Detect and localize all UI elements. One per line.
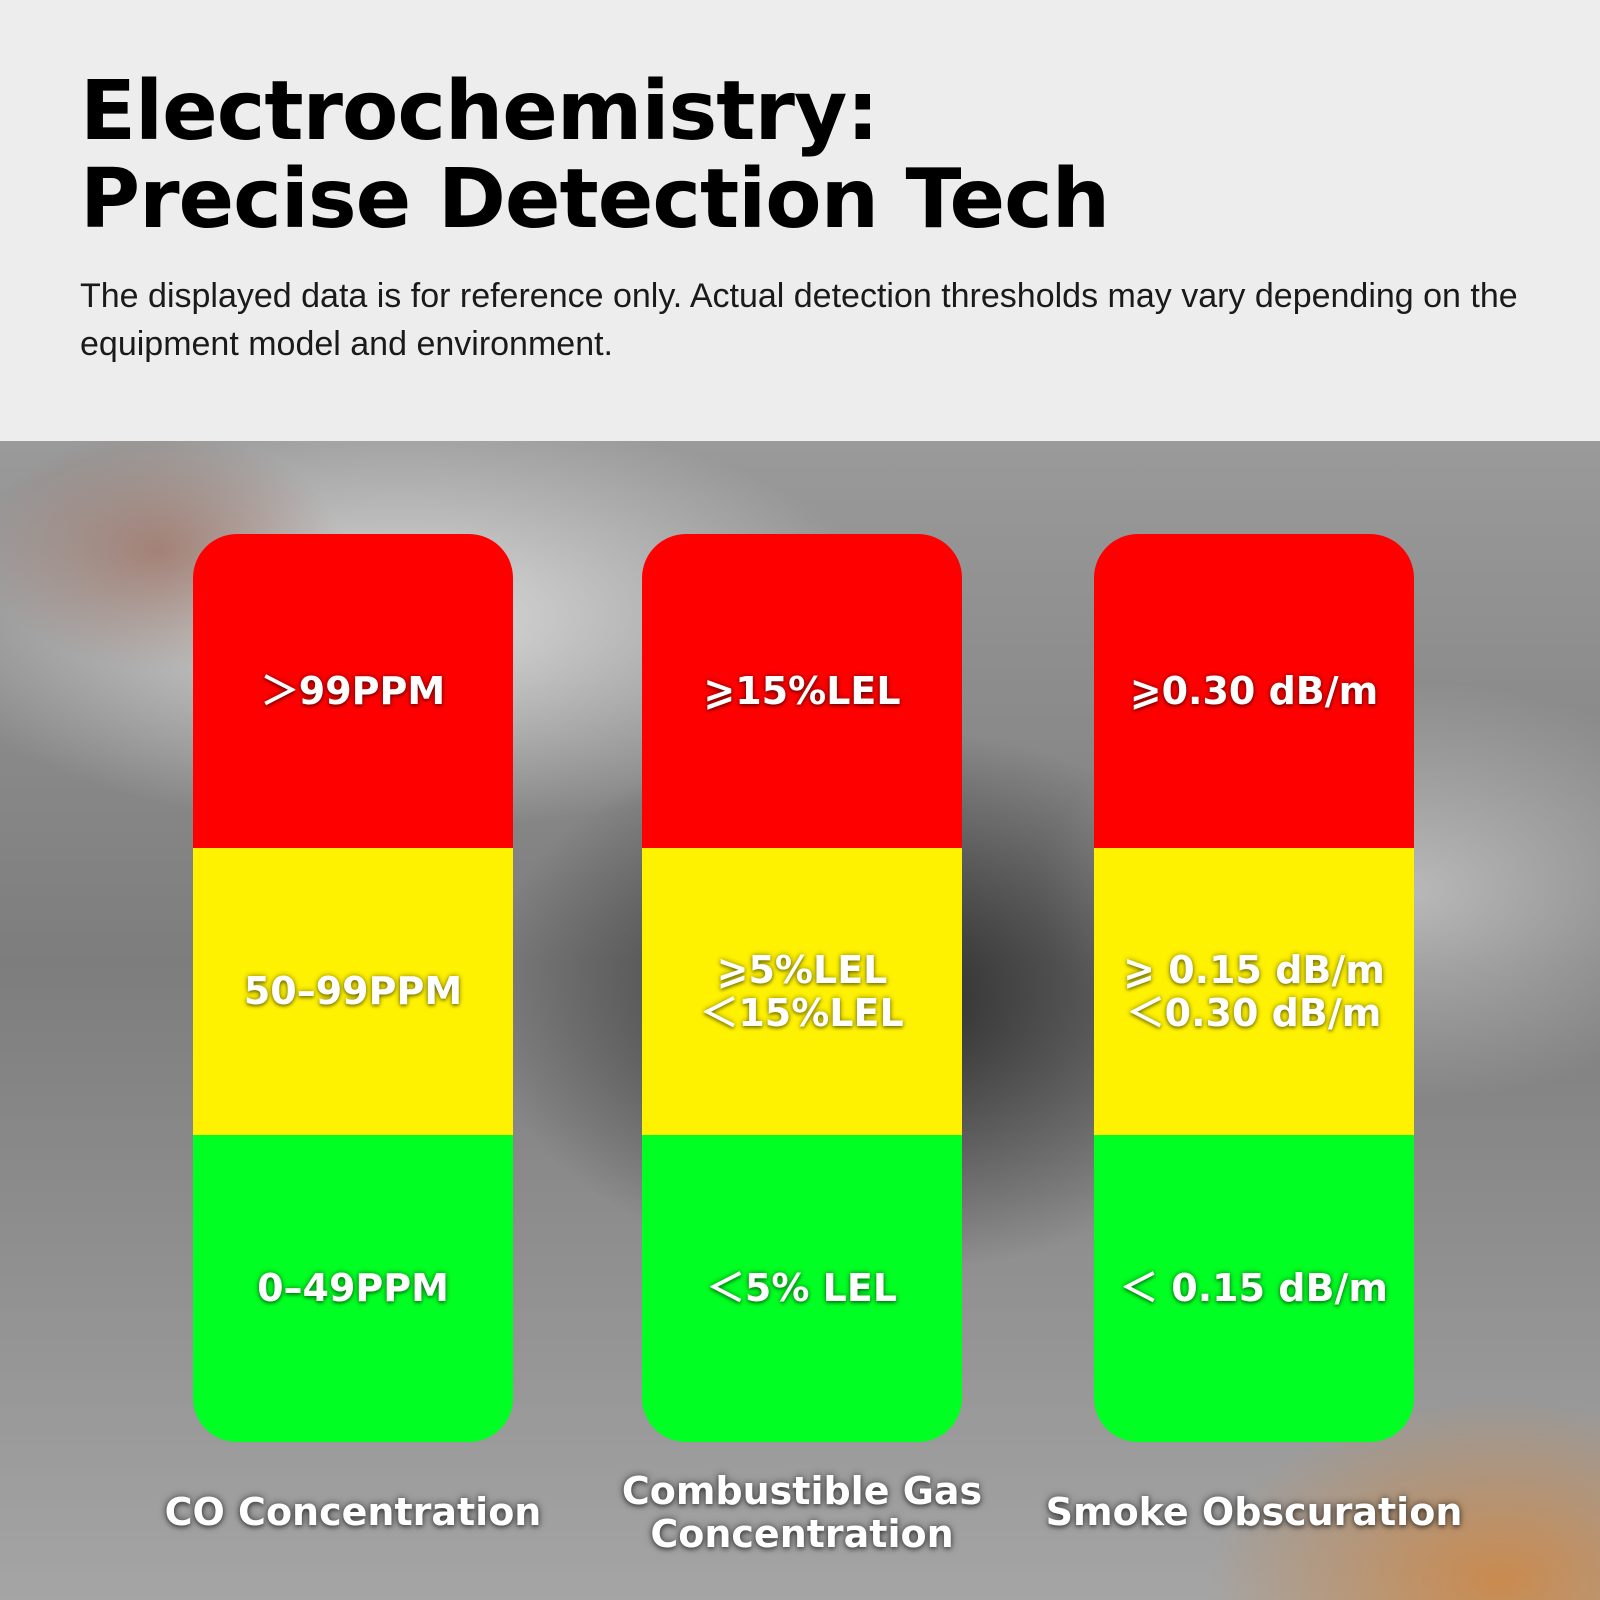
smoke-obscuration-label: Smoke Obscuration (1034, 1491, 1474, 1534)
co-danger-text: ＞99PPM (260, 668, 446, 713)
gas-safe-text: ＜5% LEL (706, 1266, 898, 1310)
co-concentration-label: CO Concentration (133, 1491, 573, 1534)
co-concentration-scale: ＞99PPM 50–99PPM 0–49PPM (193, 534, 513, 1442)
smoke-warning-text-line-1: ⩾ 0.15 dB/m (1123, 947, 1385, 992)
gas-danger-text: ⩾15%LEL (703, 668, 901, 713)
smoke-danger-level: ⩾0.30 dB/m (1094, 534, 1414, 848)
co-danger-level: ＞99PPM (193, 534, 513, 848)
smoke-warning-level: ⩾ 0.15 dB/m ＜0.30 dB/m (1094, 848, 1414, 1135)
gas-label-line-1: Combustible Gas (621, 1469, 983, 1513)
smoke-obscuration-scale: ⩾0.30 dB/m ⩾ 0.15 dB/m ＜0.30 dB/m ＜ 0.15… (1094, 534, 1414, 1442)
gas-label-line-2: Concentration (650, 1512, 954, 1556)
smoke-safe-level: ＜ 0.15 dB/m (1094, 1135, 1414, 1442)
gas-danger-level: ⩾15%LEL (642, 534, 962, 848)
smoke-safe-text: ＜ 0.15 dB/m (1120, 1266, 1388, 1310)
header-panel: Electrochemistry: Precise Detection Tech… (0, 0, 1600, 441)
page-title: Electrochemistry: Precise Detection Tech (80, 64, 1110, 247)
smoke-label-line-1: Smoke Obscuration (1045, 1490, 1463, 1534)
combustible-gas-label: Combustible Gas Concentration (582, 1470, 1022, 1556)
gas-warning-text-line-1: ⩾5%LEL (716, 947, 888, 992)
gas-warning-level: ⩾5%LEL ＜15%LEL (642, 848, 962, 1135)
co-warning-level: 50–99PPM (193, 848, 513, 1135)
smoke-danger-text: ⩾0.30 dB/m (1129, 668, 1379, 713)
co-safe-text: 0–49PPM (257, 1266, 449, 1310)
co-safe-level: 0–49PPM (193, 1135, 513, 1442)
title-line-1: Electrochemistry: (80, 64, 879, 159)
combustible-gas-scale: ⩾15%LEL ⩾5%LEL ＜15%LEL ＜5% LEL (642, 534, 962, 1442)
smoke-warning-text-line-2: ＜0.30 dB/m (1126, 990, 1382, 1035)
gas-warning-text-line-2: ＜15%LEL (700, 990, 904, 1035)
gas-safe-level: ＜5% LEL (642, 1135, 962, 1442)
title-line-2: Precise Detection Tech (80, 152, 1110, 247)
disclaimer-text: The displayed data is for reference only… (80, 277, 1518, 363)
co-label-line-1: CO Concentration (164, 1490, 542, 1534)
co-warning-text: 50–99PPM (243, 969, 463, 1013)
